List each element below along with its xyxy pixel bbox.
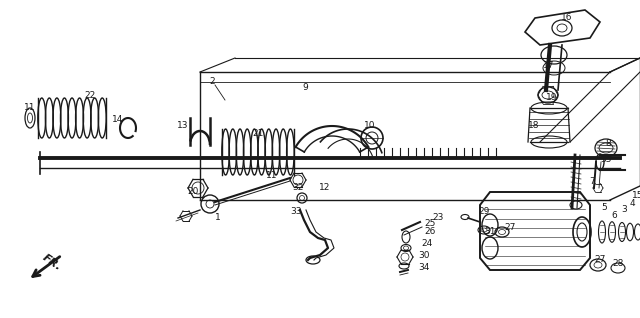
Text: 18: 18	[528, 121, 540, 130]
Text: 11: 11	[24, 103, 36, 113]
Text: 34: 34	[419, 262, 429, 272]
Text: 17: 17	[543, 60, 555, 70]
Text: 23: 23	[432, 213, 444, 223]
Text: 8: 8	[605, 139, 611, 148]
Text: 27: 27	[504, 224, 516, 232]
Text: 29: 29	[478, 208, 490, 217]
Text: 5: 5	[601, 204, 607, 212]
Text: 11: 11	[266, 170, 278, 179]
Text: 33: 33	[291, 208, 301, 217]
Text: 19: 19	[547, 93, 557, 101]
Text: 12: 12	[319, 183, 331, 192]
Text: 10: 10	[364, 121, 376, 129]
Text: 31: 31	[484, 227, 496, 237]
Text: 28: 28	[612, 259, 624, 267]
Text: 7: 7	[589, 177, 595, 186]
Text: 30: 30	[419, 252, 429, 260]
Text: 25: 25	[424, 219, 436, 229]
Text: 35: 35	[600, 156, 612, 164]
Text: 4: 4	[629, 199, 635, 209]
Text: 1: 1	[215, 213, 221, 223]
Text: 16: 16	[561, 13, 573, 23]
Text: 20: 20	[188, 188, 198, 197]
Text: 2: 2	[209, 78, 215, 86]
Text: 3: 3	[621, 205, 627, 215]
Text: 21: 21	[252, 128, 264, 137]
Text: 15: 15	[632, 191, 640, 201]
Text: 22: 22	[84, 91, 95, 100]
Text: 27: 27	[595, 255, 605, 265]
Text: 32: 32	[292, 183, 304, 192]
Text: 6: 6	[611, 211, 617, 220]
Text: 14: 14	[112, 115, 124, 125]
Text: 13: 13	[177, 121, 189, 129]
Text: FR.: FR.	[40, 252, 63, 272]
Text: 9: 9	[302, 84, 308, 93]
Text: 26: 26	[424, 227, 436, 237]
Text: 24: 24	[421, 238, 433, 247]
